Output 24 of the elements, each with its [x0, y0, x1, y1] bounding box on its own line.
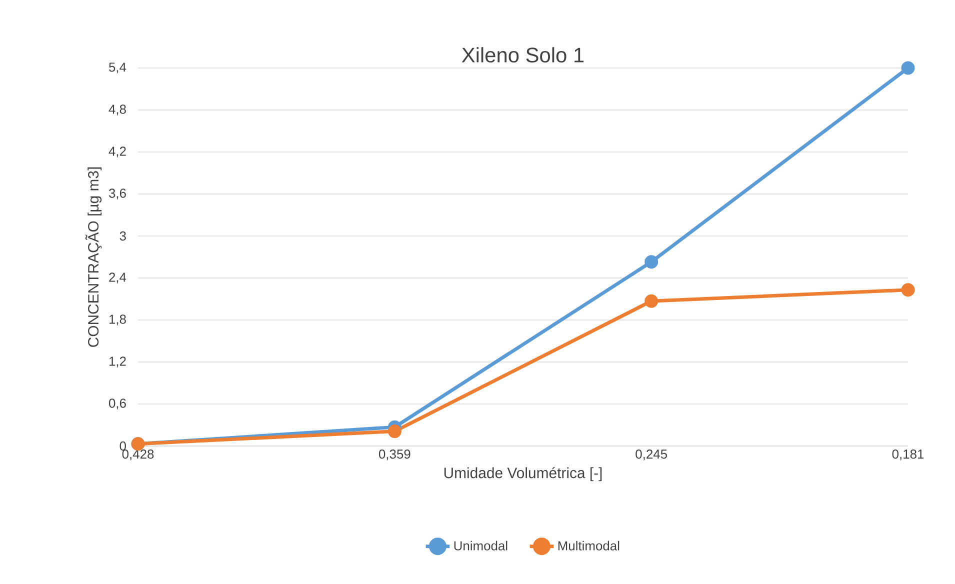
y-tick-label: 0: [120, 441, 126, 451]
x-tick-label: 0,245: [636, 450, 667, 460]
y-tick-label: 0,6: [108, 398, 126, 410]
legend-label: Multimodal: [558, 540, 620, 550]
x-tick-label: 0,428: [122, 450, 154, 460]
point: [388, 424, 402, 438]
legend-label: Unimodal: [454, 540, 508, 550]
y-tick-label: 2,4: [109, 272, 126, 284]
y-axis-title: CONCENTRAÇÃO [µg m3]: [85, 167, 102, 347]
point: [644, 294, 658, 308]
x-axis-title: Umidade Volumétrica [-]: [444, 467, 602, 482]
y-tick-label: 4,2: [108, 146, 126, 158]
point: [901, 61, 915, 75]
point: [901, 283, 915, 297]
y-tick-label: 3: [120, 231, 126, 241]
chart-title: Xileno Solo 1: [462, 47, 584, 62]
point: [644, 255, 658, 269]
y-tick-label: 3,6: [108, 188, 126, 200]
y-tick-label: 1,2: [109, 356, 126, 368]
y-tick-label: 4,8: [108, 104, 126, 116]
y-tick-label: 1,8: [109, 314, 126, 326]
y-tick-label: 5,4: [108, 62, 126, 74]
x-tick-label: 0,181: [892, 450, 924, 460]
x-tick-label: 0,359: [378, 450, 410, 460]
